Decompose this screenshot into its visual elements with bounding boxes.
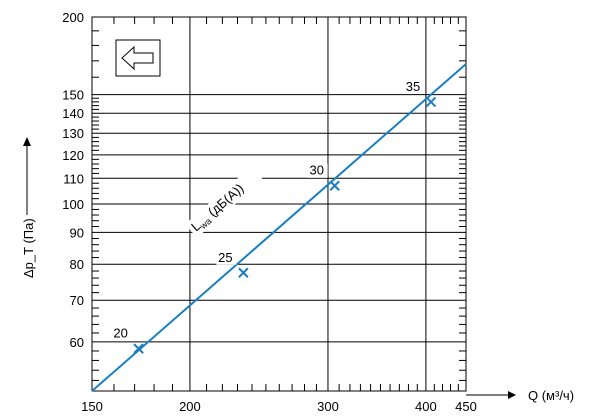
- series-label-text: Lwa (дБ(А)): [188, 181, 248, 236]
- x-tick-label-300: 300: [317, 399, 339, 414]
- marker-label-bg: [111, 326, 132, 341]
- y-tick-label-90: 90: [70, 225, 84, 240]
- y-tick-label-100: 100: [62, 197, 84, 212]
- x-tick-label-450: 450: [455, 399, 477, 414]
- y-axis-title-text: Δp_T (Па): [21, 218, 36, 278]
- noise-marker: [425, 96, 437, 108]
- grid: [92, 17, 466, 391]
- y-tick-label-80: 80: [70, 257, 84, 272]
- y-axis-arrow-icon: [23, 137, 31, 146]
- y-axis-title-group: Δp_T (Па): [21, 137, 36, 278]
- tick-labels: 150 200 300 400 450 60 70 80 90 100 110 120 130 140 15…: [62, 10, 477, 414]
- series-label: Lwa (дБ(А)): [185, 166, 264, 238]
- marker-label-bg: [307, 163, 328, 178]
- x-axis-title: Q (м³/ч): [528, 388, 574, 403]
- y-tick-label-70: 70: [70, 293, 84, 308]
- series-line: [91, 63, 467, 392]
- y-tick-label-140: 140: [62, 106, 84, 121]
- series-label-suffix: (дБ(А)): [202, 181, 246, 222]
- noise-marker: [238, 267, 249, 278]
- plot-frame: [91, 16, 467, 392]
- series-layer: 20 25 30 35: [91, 63, 467, 392]
- marker-label-bg: [216, 250, 237, 265]
- y-tick-label-120: 120: [62, 148, 84, 163]
- y-tick-label-200: 200: [62, 10, 84, 25]
- x-tick-label-200: 200: [179, 399, 201, 414]
- y-tick-label-110: 110: [63, 171, 84, 186]
- noise-marker-label-30: 30: [309, 163, 323, 178]
- noise-marker: [329, 180, 340, 191]
- x-axis-arrow-icon: [508, 391, 516, 399]
- x-axis-title-group: Q (м³/ч): [466, 388, 574, 403]
- noise-marker-label-35: 35: [406, 79, 420, 94]
- x-tick-label-150: 150: [81, 399, 103, 414]
- arrow-left-icon: [115, 39, 161, 77]
- y-tick-label-60: 60: [70, 335, 84, 350]
- x-tick-label-400: 400: [415, 399, 437, 414]
- marker-label-bg: [403, 79, 424, 94]
- y-axis-title: Δp_T (Па): [21, 218, 36, 278]
- noise-marker-label-25: 25: [218, 250, 232, 265]
- y-tick-label-130: 130: [62, 126, 84, 141]
- noise-marker: [133, 343, 144, 354]
- noise-marker-label-20: 20: [113, 326, 127, 341]
- minor-ticks: [92, 17, 466, 391]
- y-tick-label-150: 150: [62, 88, 84, 103]
